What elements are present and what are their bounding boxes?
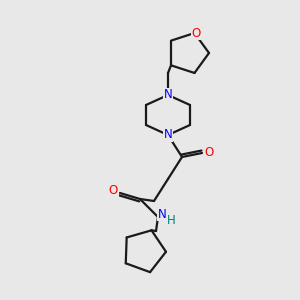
Text: O: O bbox=[204, 146, 214, 158]
Text: H: H bbox=[167, 214, 176, 226]
Text: O: O bbox=[108, 184, 118, 197]
Text: N: N bbox=[158, 208, 166, 220]
Text: N: N bbox=[164, 88, 172, 101]
Text: N: N bbox=[164, 128, 172, 142]
Text: O: O bbox=[192, 26, 201, 40]
